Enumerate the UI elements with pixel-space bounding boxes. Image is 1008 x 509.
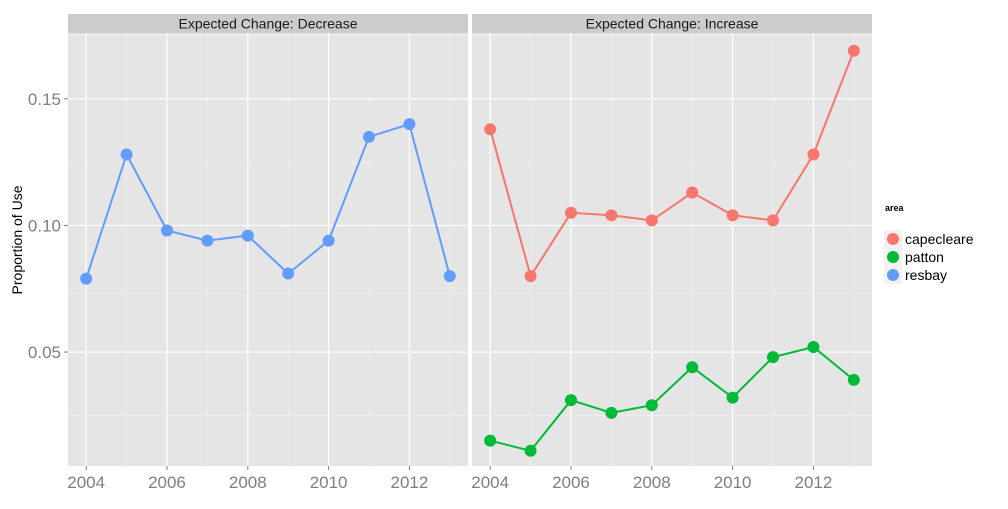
x-tick-label: 2010 xyxy=(714,473,752,492)
legend-key-resbay xyxy=(887,269,899,281)
data-point-capecleare xyxy=(524,270,537,283)
y-axis-title: Proportion of Use xyxy=(9,185,25,294)
x-tick-label: 2004 xyxy=(67,473,105,492)
series-line-patton xyxy=(489,345,855,452)
panel-1: Expected Change: Decrease 2004 2006 2008 201… xyxy=(28,14,468,492)
x-tick-label: 2006 xyxy=(148,473,186,492)
y-tick-label: 0.05 xyxy=(28,343,61,362)
panel-2: Expected Change: Increase 2004 2006 2008 201… xyxy=(471,14,872,492)
data-point-resbay xyxy=(443,270,456,283)
data-point-resbay xyxy=(363,130,376,143)
data-point-capecleare xyxy=(686,186,699,199)
panel-background xyxy=(68,33,468,466)
legend-key-capecleare xyxy=(887,233,899,245)
legend-label-patton: patton xyxy=(905,249,944,265)
data-point-patton xyxy=(767,351,780,364)
x-tick-label: 2004 xyxy=(471,473,509,492)
data-point-patton xyxy=(564,394,577,407)
series-line-capecleare xyxy=(489,50,855,279)
data-point-patton xyxy=(847,373,860,386)
data-point-capecleare xyxy=(484,123,497,136)
data-point-patton xyxy=(524,444,537,457)
data-point-capecleare xyxy=(726,209,739,222)
x-tick-label: 2012 xyxy=(391,473,429,492)
y-tick-label: 0.15 xyxy=(28,90,61,109)
facet-strip xyxy=(472,14,872,33)
data-point-patton xyxy=(686,361,699,374)
data-point-patton xyxy=(605,406,618,419)
legend: area capecleare patton resbay xyxy=(884,203,974,284)
panel-background xyxy=(472,33,872,466)
data-point-capecleare xyxy=(645,214,658,227)
legend-key-patton xyxy=(887,251,899,263)
facet-strip-title: Expected Change: Increase xyxy=(586,16,759,32)
facet-strip xyxy=(68,14,468,33)
data-point-patton xyxy=(807,340,820,353)
facet-strip-title: Expected Change: Decrease xyxy=(179,16,358,32)
legend-label-capecleare: capecleare xyxy=(905,231,974,247)
legend-label-resbay: resbay xyxy=(905,267,947,283)
x-tick-label: 2008 xyxy=(633,473,671,492)
data-point-capecleare xyxy=(564,206,577,219)
series-resbay xyxy=(80,118,456,285)
data-point-patton xyxy=(726,391,739,404)
data-point-resbay xyxy=(201,234,214,247)
data-point-patton xyxy=(645,399,658,412)
series-line-resbay xyxy=(85,122,451,279)
data-point-capecleare xyxy=(605,209,618,222)
data-point-resbay xyxy=(322,234,335,247)
data-point-resbay xyxy=(282,267,295,280)
data-point-resbay xyxy=(160,224,173,237)
data-point-resbay xyxy=(80,272,93,285)
x-tick-label: 2012 xyxy=(795,473,833,492)
x-tick-label: 2010 xyxy=(310,473,348,492)
x-tick-label: 2006 xyxy=(552,473,590,492)
data-point-capecleare xyxy=(767,214,780,227)
data-point-patton xyxy=(484,434,497,447)
data-point-resbay xyxy=(241,229,254,242)
series-patton xyxy=(484,340,860,457)
data-point-capecleare xyxy=(807,148,820,161)
data-point-resbay xyxy=(120,148,133,161)
y-tick-label: 0.10 xyxy=(28,216,61,235)
legend-title: area xyxy=(885,203,905,213)
x-tick-label: 2008 xyxy=(229,473,267,492)
data-point-resbay xyxy=(403,118,416,131)
data-point-capecleare xyxy=(847,44,860,57)
series-capecleare xyxy=(484,44,860,283)
